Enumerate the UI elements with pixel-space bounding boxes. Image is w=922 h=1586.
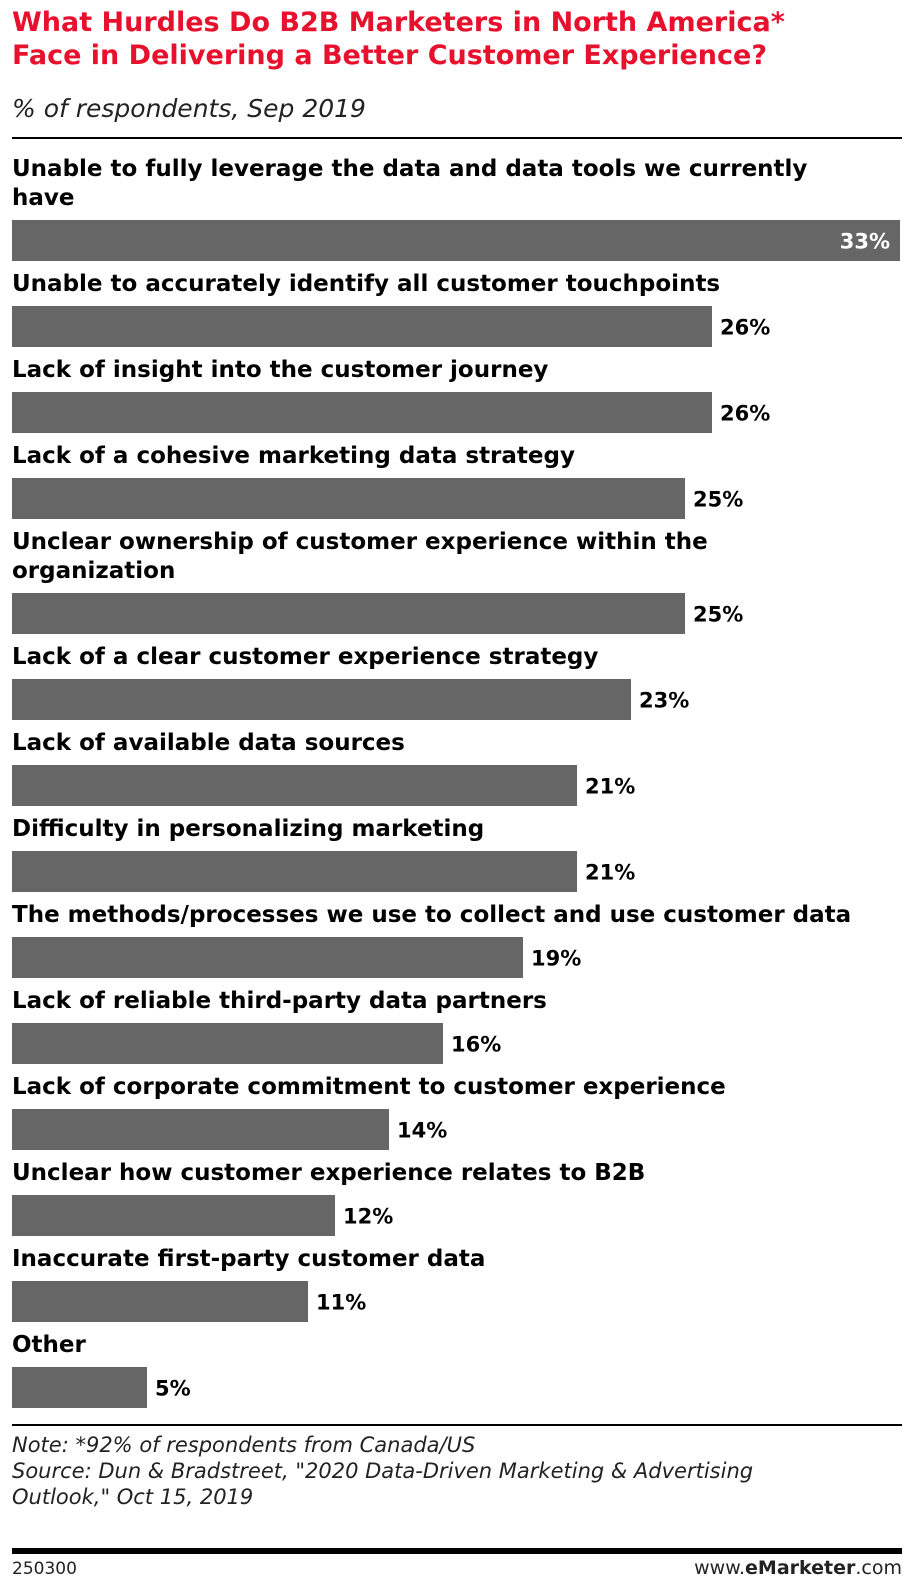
- chart-title-line-1: What Hurdles Do B2B Marketers in North A…: [12, 7, 785, 38]
- bar: [12, 306, 712, 347]
- bar: [12, 937, 523, 978]
- value-label: 21%: [585, 775, 635, 799]
- bar: [12, 220, 900, 261]
- value-label: 26%: [720, 316, 770, 340]
- category-label: Difficulty in personalizing marketing: [12, 816, 484, 842]
- brand-prefix: www.: [694, 1557, 746, 1579]
- note-text: Note: *92% of respondents from Canada/US: [12, 1433, 476, 1457]
- category-label-line: Lack of available data sources: [12, 730, 405, 756]
- bar: [12, 1367, 147, 1408]
- category-label: Unclear ownership of customer experience…: [12, 529, 708, 584]
- category-label-line: organization: [12, 558, 175, 584]
- bar-chart: Unable to fully leverage the data and da…: [12, 156, 900, 1408]
- bar: [12, 765, 577, 806]
- bar: [12, 679, 631, 720]
- category-label-line: Inaccurate first-party customer data: [12, 1246, 485, 1272]
- category-label-line: Unable to accurately identify all custom…: [12, 271, 720, 297]
- category-label-line: The methods/processes we use to collect …: [12, 902, 851, 928]
- category-label: Lack of available data sources: [12, 730, 405, 756]
- category-label-line: Difficulty in personalizing marketing: [12, 816, 484, 842]
- category-label: Lack of reliable third-party data partne…: [12, 988, 547, 1014]
- source-text-line-2: Outlook," Oct 15, 2019: [12, 1485, 254, 1509]
- footer-divider: [12, 1424, 902, 1426]
- chart-title-line-2: Face in Delivering a Better Customer Exp…: [12, 40, 767, 71]
- category-label-line: Unclear how customer experience relates …: [12, 1160, 645, 1186]
- footnote: Note: *92% of respondents from Canada/US…: [12, 1432, 902, 1510]
- category-label-line: Lack of a clear customer experience stra…: [12, 644, 598, 670]
- value-label: 25%: [693, 488, 743, 512]
- category-label: Other: [12, 1332, 87, 1358]
- top-divider: [12, 137, 902, 139]
- bar: [12, 593, 685, 634]
- category-label: The methods/processes we use to collect …: [12, 902, 851, 928]
- category-label: Unable to fully leverage the data and da…: [12, 156, 807, 211]
- category-label-line: Other: [12, 1332, 87, 1358]
- value-label: 19%: [531, 947, 581, 971]
- value-label: 33%: [840, 230, 890, 254]
- category-label: Lack of insight into the customer journe…: [12, 357, 548, 383]
- category-label-line: Lack of insight into the customer journe…: [12, 357, 548, 383]
- category-label-line: Lack of reliable third-party data partne…: [12, 988, 547, 1014]
- chart-id: 250300: [12, 1559, 77, 1579]
- brand-link[interactable]: www.eMarketer.com: [694, 1557, 902, 1579]
- value-label: 21%: [585, 861, 635, 885]
- category-label: Lack of a cohesive marketing data strate…: [12, 443, 575, 469]
- chart-title: What Hurdles Do B2B Marketers in North A…: [12, 6, 912, 72]
- bar: [12, 478, 685, 519]
- brand-suffix: .com: [855, 1557, 902, 1579]
- value-label: 16%: [451, 1033, 501, 1057]
- category-label-line: have: [12, 185, 75, 211]
- bar: [12, 1195, 335, 1236]
- value-label: 14%: [397, 1119, 447, 1143]
- category-label: Lack of corporate commitment to customer…: [12, 1074, 726, 1100]
- category-label: Unclear how customer experience relates …: [12, 1160, 645, 1186]
- value-label: 25%: [693, 603, 743, 627]
- value-label: 23%: [639, 689, 689, 713]
- bar: [12, 1281, 308, 1322]
- category-label-line: Unclear ownership of customer experience…: [12, 529, 708, 555]
- source-text-line-1: Source: Dun & Bradstreet, "2020 Data-Dri…: [12, 1459, 754, 1483]
- category-label: Inaccurate first-party customer data: [12, 1246, 485, 1272]
- value-label: 11%: [316, 1291, 366, 1315]
- bar: [12, 851, 577, 892]
- bar: [12, 1109, 389, 1150]
- value-label: 26%: [720, 402, 770, 426]
- brand-name: eMarketer: [745, 1557, 856, 1579]
- chart-subtitle: % of respondents, Sep 2019: [12, 94, 366, 123]
- bar: [12, 392, 712, 433]
- value-label: 12%: [343, 1205, 393, 1229]
- category-label: Unable to accurately identify all custom…: [12, 271, 720, 297]
- category-label: Lack of a clear customer experience stra…: [12, 644, 598, 670]
- category-label-line: Lack of a cohesive marketing data strate…: [12, 443, 575, 469]
- bottom-divider: [12, 1548, 902, 1554]
- value-label: 5%: [155, 1377, 191, 1401]
- category-label-line: Unable to fully leverage the data and da…: [12, 156, 807, 182]
- bar: [12, 1023, 443, 1064]
- category-label-line: Lack of corporate commitment to customer…: [12, 1074, 726, 1100]
